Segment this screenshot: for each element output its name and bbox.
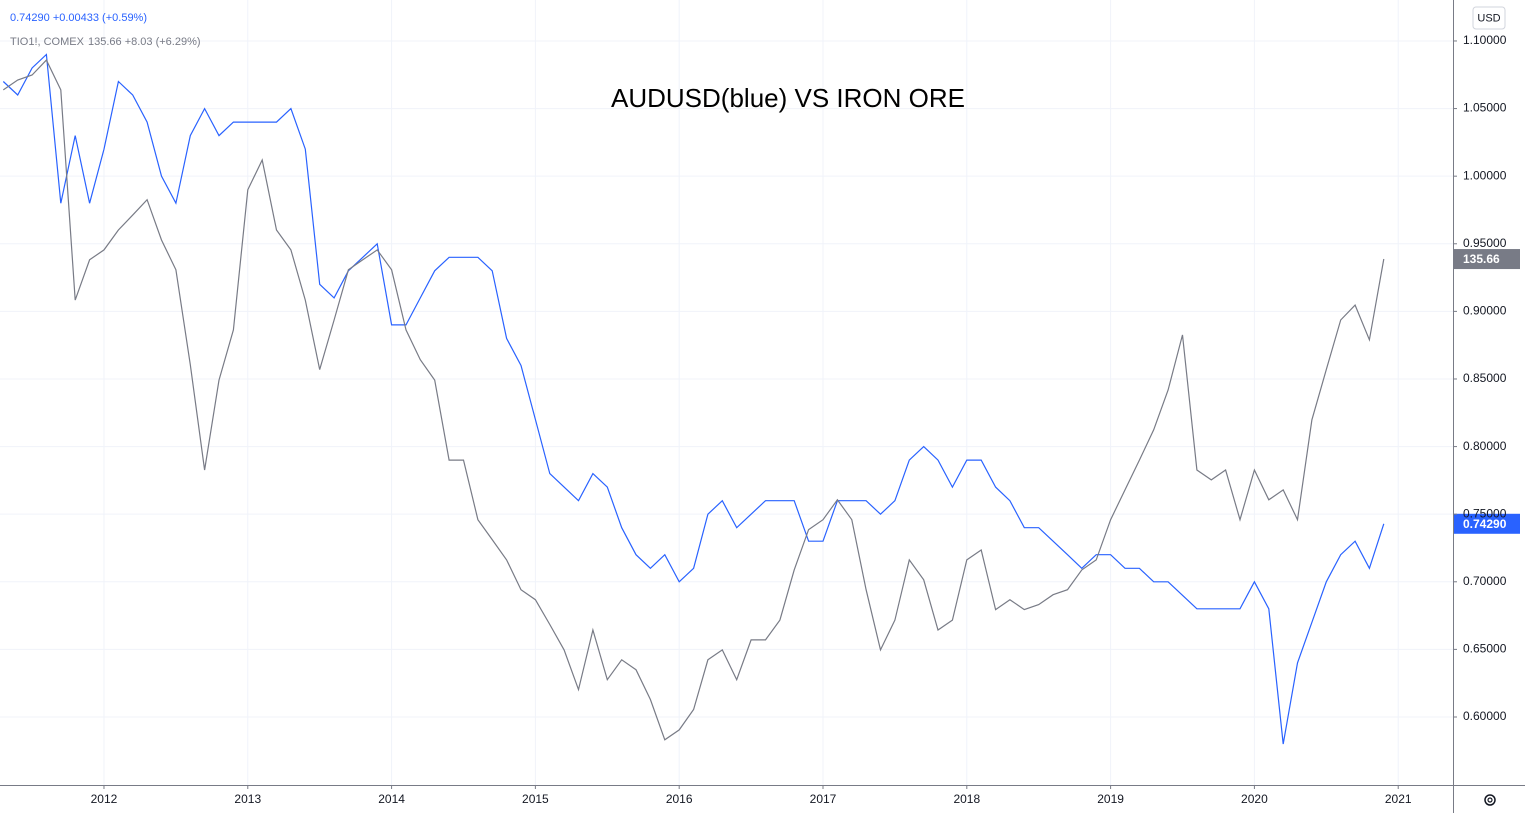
y-tick-label: 0.80000 xyxy=(1463,439,1507,453)
y-tick-label: 0.95000 xyxy=(1463,236,1507,250)
x-tick-label: 2016 xyxy=(666,792,693,806)
x-tick-label: 2019 xyxy=(1097,792,1124,806)
settings-icon[interactable] xyxy=(1484,794,1496,806)
y-tick-label: 0.65000 xyxy=(1463,642,1507,656)
unit-button[interactable] xyxy=(1472,6,1506,30)
x-tick-label: 2020 xyxy=(1241,792,1268,806)
price-label: 135.66 xyxy=(1463,252,1500,266)
price-label-box xyxy=(1454,513,1520,534)
x-tick-label: 2012 xyxy=(91,792,118,806)
unit-label[interactable]: USD xyxy=(1477,12,1500,24)
legend-quote: 0.74290 +0.00433 (+0.59%) xyxy=(10,12,147,24)
x-tick-label: 2015 xyxy=(522,792,549,806)
y-tick-label: 0.90000 xyxy=(1463,304,1507,318)
grid xyxy=(0,0,1453,785)
x-tick-label: 2018 xyxy=(953,792,980,806)
plot xyxy=(2,53,1385,745)
x-tick-label: 2017 xyxy=(810,792,837,806)
x-tick-label: 2013 xyxy=(234,792,261,806)
legend-name: TIO1!, COMEX xyxy=(10,36,85,48)
y-tick-label: 1.05000 xyxy=(1463,101,1507,115)
y-tick-label: 1.10000 xyxy=(1463,33,1507,47)
x-tick-label: 2014 xyxy=(378,792,405,806)
legend-quote: 135.66 +8.03 (+6.29%) xyxy=(88,36,201,48)
price-label-box xyxy=(1454,249,1520,270)
y-tick-label: 0.75000 xyxy=(1463,506,1507,520)
x-tick-label: 2021 xyxy=(1385,792,1412,806)
series-line xyxy=(2,59,1385,741)
price-labels: 0.74290 135.66 xyxy=(1454,249,1520,534)
y-tick-label: 0.70000 xyxy=(1463,574,1507,588)
y-tick-label: 1.00000 xyxy=(1463,168,1507,182)
series-line xyxy=(2,53,1385,745)
y-tick-label: 0.85000 xyxy=(1463,371,1507,385)
chart-title: AUDUSD(blue) VS IRON ORE xyxy=(611,83,965,113)
price-label: 0.74290 xyxy=(1463,517,1507,531)
y-tick-label: 0.60000 xyxy=(1463,709,1507,723)
